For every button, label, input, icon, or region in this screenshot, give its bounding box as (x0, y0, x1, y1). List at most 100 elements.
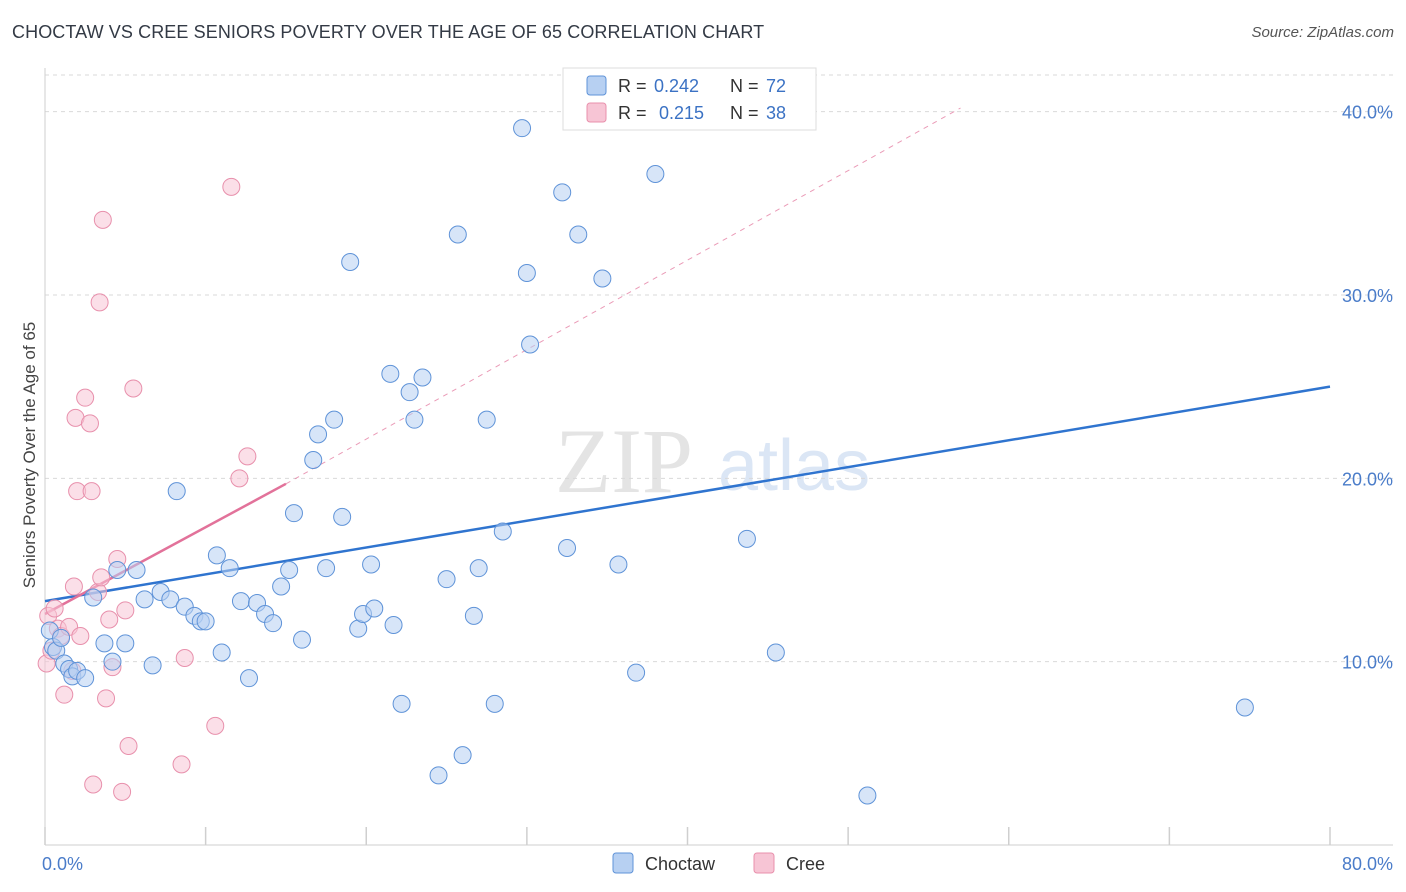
cree-point (172, 755, 191, 774)
choctaw-point (453, 746, 472, 765)
y-tick-label-40: 40.0% (1342, 103, 1393, 123)
choctaw-point (485, 694, 504, 713)
cree-point (82, 482, 101, 501)
choctaw-point (135, 590, 154, 609)
cree-point (45, 599, 64, 618)
y-tick-label-20: 20.0% (1342, 469, 1393, 489)
cree-point (55, 685, 74, 704)
cree-point (119, 737, 138, 755)
watermark: ZIP atlas (555, 410, 870, 512)
x-tick-label-max: 80.0% (1342, 854, 1393, 874)
choctaw-point (400, 383, 419, 402)
legend: R = 0.242 N = 72 R = 0.215 N = 38 (562, 67, 817, 131)
choctaw-point (333, 507, 352, 526)
choctaw-point (429, 766, 448, 785)
choctaw-point (280, 561, 299, 579)
trend-lines (44, 107, 1331, 616)
cree-point (97, 689, 116, 708)
choctaw-point (766, 643, 785, 662)
legend-r-value-cree: 0.215 (659, 103, 704, 123)
choctaw-point (413, 368, 432, 387)
choctaw-point (469, 559, 488, 578)
cree-point (71, 627, 90, 645)
choctaw-point (569, 225, 588, 244)
bottom-legend-swatch-cree (753, 852, 775, 874)
cree-point (175, 649, 194, 667)
choctaw-point (272, 577, 291, 596)
legend-n-value-choctaw: 72 (766, 76, 786, 96)
choctaw-point (392, 694, 411, 713)
source-credit: Source: ZipAtlas.com (1251, 24, 1394, 41)
choctaw-point (464, 606, 483, 625)
choctaw-point (381, 364, 400, 383)
choctaw-point (858, 786, 877, 805)
cree-point (64, 577, 83, 596)
watermark-zip: ZIP (555, 410, 693, 512)
choctaw-point (384, 616, 403, 634)
bottom-legend-label-choctaw: Choctaw (645, 854, 716, 874)
axes (44, 68, 1393, 846)
grid-lines (45, 74, 1393, 663)
y-tick-label-30: 30.0% (1342, 286, 1393, 306)
y-tick-labels: 10.0% 20.0% 30.0% 40.0% (1342, 103, 1393, 673)
legend-swatch-cree (586, 102, 607, 123)
x-ticks (44, 827, 1331, 845)
legend-r-value-choctaw: 0.242 (654, 76, 699, 96)
choctaw-point (558, 539, 577, 557)
choctaw-point (513, 119, 532, 138)
choctaw-point (167, 482, 186, 501)
choctaw-point (737, 529, 756, 548)
chart-title: CHOCTAW VS CREE SENIORS POVERTY OVER THE… (12, 22, 765, 42)
choctaw-point (161, 590, 180, 609)
choctaw-point (317, 559, 336, 578)
choctaw-point (309, 425, 328, 444)
choctaw-point (553, 183, 572, 202)
choctaw-point (108, 561, 127, 579)
choctaw-point (220, 559, 239, 578)
choctaw-point (477, 410, 496, 429)
cree-point (222, 177, 241, 196)
legend-n-value-cree: 38 (766, 103, 786, 123)
cree-point (93, 210, 112, 229)
choctaw-point (264, 614, 283, 633)
choctaw-point (196, 612, 215, 631)
cree-point (124, 379, 143, 398)
cree-point (230, 469, 249, 488)
choctaw-point (437, 570, 456, 589)
cree-point (238, 447, 257, 466)
choctaw-point (448, 225, 467, 244)
cree-point (92, 568, 111, 587)
legend-n-label-choctaw: N = (730, 76, 759, 96)
legend-n-label-cree: N = (730, 103, 759, 123)
cree-point (206, 716, 225, 735)
bottom-legend: Choctaw Cree (612, 852, 825, 874)
choctaw-point (325, 410, 344, 429)
choctaw-point (341, 253, 360, 271)
choctaw-point (609, 555, 628, 574)
choctaw-point (362, 555, 381, 574)
choctaw-point (127, 561, 146, 579)
choctaw-point (521, 335, 540, 354)
choctaw-point (212, 643, 231, 662)
choctaw-point (593, 269, 612, 288)
choctaw-point (239, 669, 258, 688)
choctaw-point (646, 165, 665, 183)
choctaw-point (365, 599, 384, 618)
bottom-legend-swatch-choctaw (612, 852, 634, 874)
choctaw-point (231, 592, 250, 611)
bottom-legend-label-cree: Cree (786, 854, 825, 874)
choctaw-point (493, 522, 512, 541)
choctaw-point (207, 546, 226, 565)
cree-point (113, 782, 132, 801)
x-tick-label-min: 0.0% (42, 854, 83, 874)
watermark-atlas: atlas (718, 426, 870, 506)
choctaw-point (304, 451, 323, 469)
cree-point (100, 610, 119, 629)
cree-point (80, 414, 99, 433)
legend-swatch-choctaw (586, 75, 607, 96)
choctaw-point (76, 669, 95, 688)
cree-trend-line (44, 482, 287, 616)
choctaw-point (284, 504, 303, 523)
choctaw-trend-line (44, 385, 1331, 603)
